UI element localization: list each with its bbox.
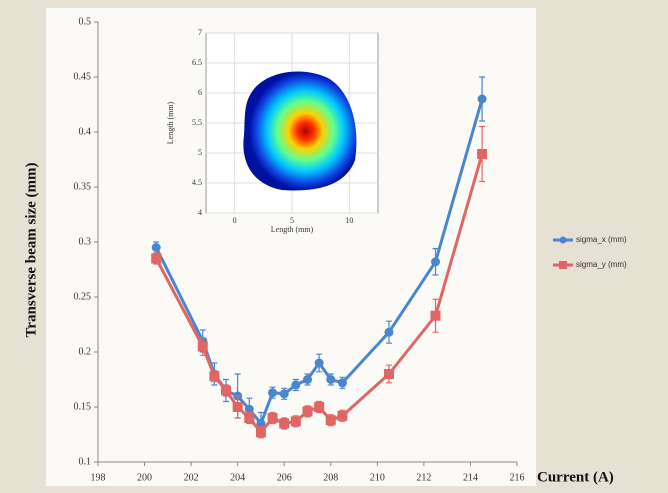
point [209,371,219,381]
legend-marker [560,237,567,244]
y-tick-label: 0.4 [79,126,92,137]
x-tick-label: 198 [91,472,106,483]
point [384,369,394,379]
legend-label: sigma_y (mm) [576,260,627,269]
x-tick-label: 216 [510,472,525,483]
y-tick-label: 0.5 [79,16,92,27]
point [303,375,312,384]
point [279,419,289,429]
inset-y-tick-label: 5.5 [192,118,202,127]
inset-y-tick-label: 6 [198,88,202,97]
point [384,328,393,337]
point [315,359,324,368]
y-tick-label: 0.25 [74,291,92,302]
x-tick-label: 204 [230,472,245,483]
point [233,402,243,412]
y-tick-label: 0.35 [74,181,92,192]
inset-x-title: Length (mm) [271,225,314,234]
inset-y-tick-label: 4.5 [192,178,202,187]
inset-y-title: Length (mm) [166,101,175,144]
y-tick-label: 0.2 [79,346,92,357]
y-tick-label: 0.15 [74,401,92,412]
y-axis-title: Transverse beam size (mm) [23,162,39,337]
x-tick-label: 206 [277,472,292,483]
point [337,411,347,421]
page: {"chart_data": [ {"type": "line", "x_lab… [0,0,668,493]
point [268,413,278,423]
inset-x-tick-label: 10 [345,216,353,225]
point [291,416,301,426]
point [303,406,313,416]
point [198,342,208,352]
legend-marker [559,261,567,269]
point [256,427,266,437]
x-tick-label: 214 [463,472,478,483]
point [338,378,347,387]
point [291,381,300,390]
inset-x-tick-label: 0 [233,216,237,225]
x-tick-label: 200 [137,472,152,483]
point [280,389,289,398]
inset-y-tick-label: 4 [198,208,202,217]
inset-x-tick-label: 5 [290,216,294,225]
point [431,311,441,321]
point [268,388,277,397]
point [221,386,231,396]
chart: Transverse beam size (mm) Current (A) 0.… [0,0,668,493]
point [314,402,324,412]
point [326,415,336,425]
y-tick-label: 0.1 [79,456,92,467]
point [431,257,440,266]
inset-y-tick-label: 5 [198,148,202,157]
x-tick-label: 208 [323,472,338,483]
point [477,149,487,159]
legend-label: sigma_x (mm) [576,235,627,244]
x-tick-label: 202 [184,472,199,483]
point [326,375,335,384]
point [151,254,161,264]
y-tick-label: 0.45 [74,71,92,82]
x-tick-label: 212 [416,472,431,483]
x-tick-label: 210 [370,472,385,483]
x-axis-title: Current (A) [537,469,614,485]
point [244,413,254,423]
inset-y-tick-label: 7 [198,28,202,37]
point [152,243,161,252]
inset-y-tick-label: 6.5 [192,58,202,67]
y-tick-label: 0.3 [79,236,92,247]
beam-profile [243,72,356,191]
point [478,95,487,104]
